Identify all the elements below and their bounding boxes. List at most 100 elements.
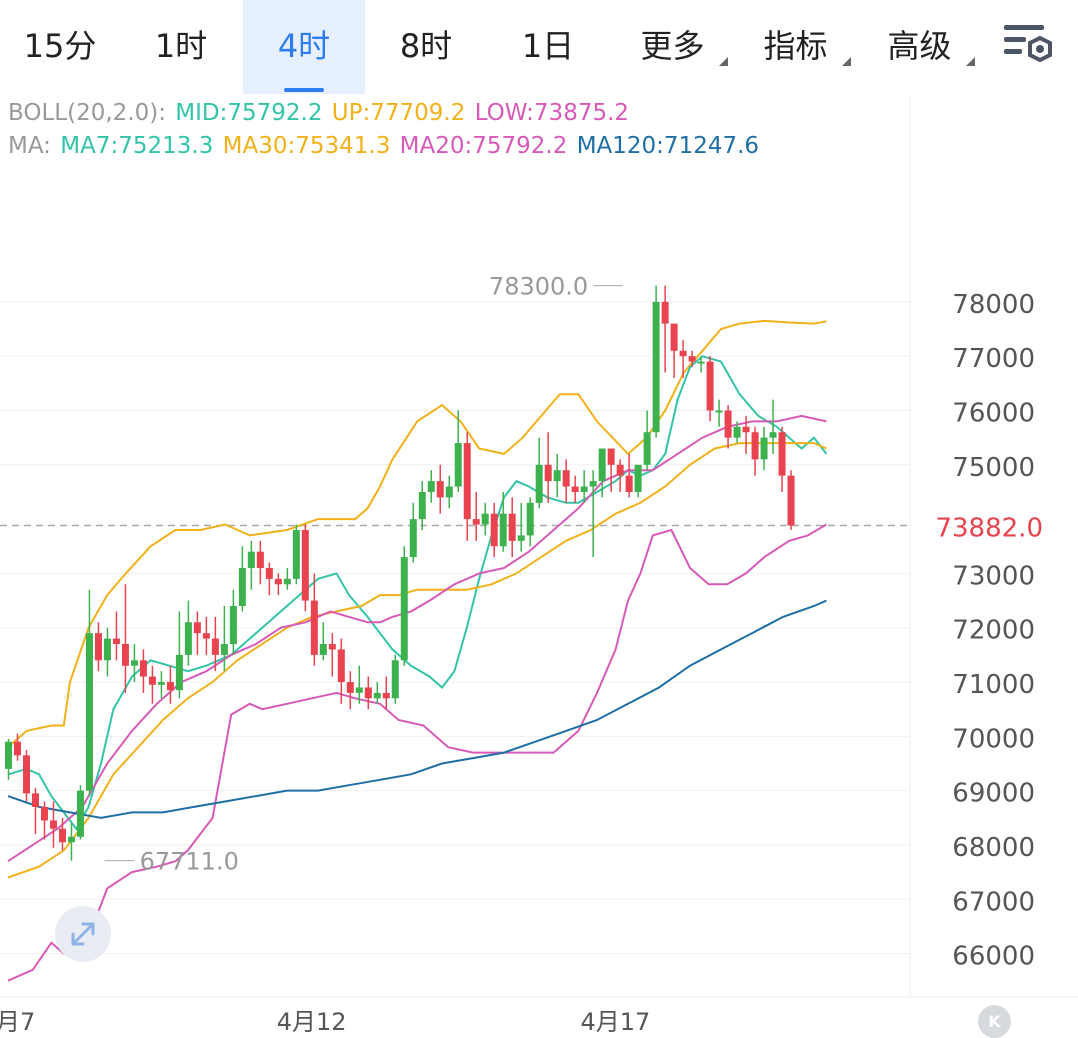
candle-body bbox=[40, 806, 48, 821]
candle-body bbox=[157, 682, 165, 685]
tab-advanced[interactable]: 高级 bbox=[872, 0, 975, 94]
y-tick-label: 70000 bbox=[952, 724, 1035, 754]
y-tick-label: 68000 bbox=[952, 833, 1035, 863]
candle-body bbox=[544, 464, 552, 482]
boll-mid: MID:75792.2 bbox=[175, 100, 323, 126]
candle-body bbox=[310, 600, 318, 655]
candle-body bbox=[13, 741, 21, 756]
candle-body bbox=[22, 755, 30, 794]
ma30-value: MA30:75341.3 bbox=[222, 133, 391, 159]
candle-body bbox=[355, 687, 363, 693]
candle-body bbox=[175, 654, 183, 691]
candle-body bbox=[148, 676, 156, 685]
candle-body bbox=[436, 481, 444, 498]
tab-8h[interactable]: 8时 bbox=[399, 27, 453, 65]
candle-body bbox=[760, 437, 768, 460]
candle-body bbox=[751, 432, 759, 460]
series-line-ma20 bbox=[7, 414, 827, 863]
candle-body bbox=[454, 443, 462, 487]
y-tick-label: 66000 bbox=[952, 942, 1035, 972]
candle-body bbox=[328, 644, 336, 650]
y-tick-label: 73000 bbox=[952, 561, 1035, 591]
candle-body bbox=[571, 486, 579, 492]
x-tick-label: 4月12 bbox=[277, 1008, 347, 1036]
candle-body bbox=[634, 464, 642, 492]
tab-1h[interactable]: 1时 bbox=[154, 27, 208, 65]
k-line-button[interactable]: K bbox=[978, 1005, 1011, 1038]
candle-body bbox=[607, 448, 615, 465]
tab-indicators-label: 指标 bbox=[763, 27, 828, 65]
series-line-ma7 bbox=[7, 355, 828, 831]
ma120-value: MA120:71247.6 bbox=[576, 133, 760, 159]
tab-15m[interactable]: 15分 bbox=[23, 27, 97, 65]
candle-body bbox=[346, 682, 354, 693]
candle-body bbox=[193, 622, 201, 634]
series-line-ma30 bbox=[7, 442, 827, 879]
tab-4h[interactable]: 4时 bbox=[243, 0, 365, 94]
candle-body bbox=[535, 464, 543, 503]
candle-body bbox=[724, 410, 732, 438]
candle-body bbox=[67, 836, 75, 843]
candle-body bbox=[283, 578, 291, 585]
tab-1d[interactable]: 1日 bbox=[521, 27, 575, 65]
candle-body bbox=[103, 638, 111, 661]
ma20-value: MA20:75792.2 bbox=[399, 133, 568, 159]
candle-body bbox=[166, 682, 174, 691]
x-tick-label: 4月17 bbox=[580, 1008, 650, 1036]
boll-info: BOLL(20,2.0): MID:75792.2 UP:77709.2 LOW… bbox=[8, 100, 631, 126]
candle-body bbox=[31, 793, 39, 807]
candle-body bbox=[670, 323, 678, 351]
high-marker-label: 78300.0 bbox=[489, 273, 588, 301]
candle-body bbox=[112, 638, 120, 645]
candle-body bbox=[517, 535, 525, 541]
candle-body bbox=[301, 529, 309, 601]
candle-body bbox=[481, 513, 489, 525]
x-tick-label: 4月7 bbox=[0, 1008, 35, 1036]
candle-body bbox=[211, 638, 219, 655]
candle-body bbox=[679, 350, 687, 357]
y-tick-label: 77000 bbox=[952, 344, 1035, 374]
candle-body bbox=[265, 567, 273, 579]
candle-body bbox=[697, 361, 705, 364]
ma-info: MA: MA7:75213.3 MA30:75341.3 MA20:75792.… bbox=[8, 133, 761, 159]
candle-body bbox=[598, 448, 606, 482]
tab-indicators[interactable]: 指标 bbox=[748, 0, 851, 94]
candle-body bbox=[49, 820, 57, 829]
candle-body bbox=[337, 649, 345, 683]
dropdown-triangle-icon bbox=[719, 57, 728, 66]
candle-body bbox=[382, 692, 390, 699]
chart-settings-icon[interactable] bbox=[1000, 22, 1056, 68]
tab-more[interactable]: 更多 bbox=[625, 0, 728, 94]
candle-body bbox=[778, 432, 786, 476]
expand-toggle-button[interactable] bbox=[55, 906, 111, 962]
candle-body bbox=[364, 687, 372, 699]
candle-body bbox=[589, 481, 597, 487]
candle-body bbox=[625, 475, 633, 492]
candle-body bbox=[616, 464, 624, 476]
candle-body bbox=[499, 513, 507, 547]
candle-body bbox=[652, 301, 660, 433]
candle-body bbox=[400, 557, 408, 661]
candle-body bbox=[94, 633, 102, 661]
y-tick-label: 67000 bbox=[952, 887, 1035, 917]
candle-body bbox=[85, 633, 93, 791]
candle-body bbox=[373, 692, 381, 699]
candle-body bbox=[742, 426, 750, 433]
candle-body bbox=[490, 513, 498, 547]
candle-body bbox=[508, 513, 516, 541]
candle-body bbox=[121, 644, 129, 666]
candle-body bbox=[526, 502, 534, 536]
candle-body bbox=[319, 644, 327, 655]
series-line-ma120 bbox=[7, 599, 827, 819]
candle-body bbox=[247, 551, 255, 568]
candle-body bbox=[643, 432, 651, 465]
candle-body bbox=[562, 470, 570, 487]
candle-body bbox=[220, 644, 228, 655]
current-price-label: 73882.0 bbox=[935, 514, 1043, 544]
y-tick-label: 71000 bbox=[952, 670, 1035, 700]
candle-body bbox=[256, 551, 264, 568]
candle-body bbox=[580, 486, 588, 492]
ma7-value: MA7:75213.3 bbox=[60, 133, 214, 159]
candle-body bbox=[427, 481, 435, 492]
